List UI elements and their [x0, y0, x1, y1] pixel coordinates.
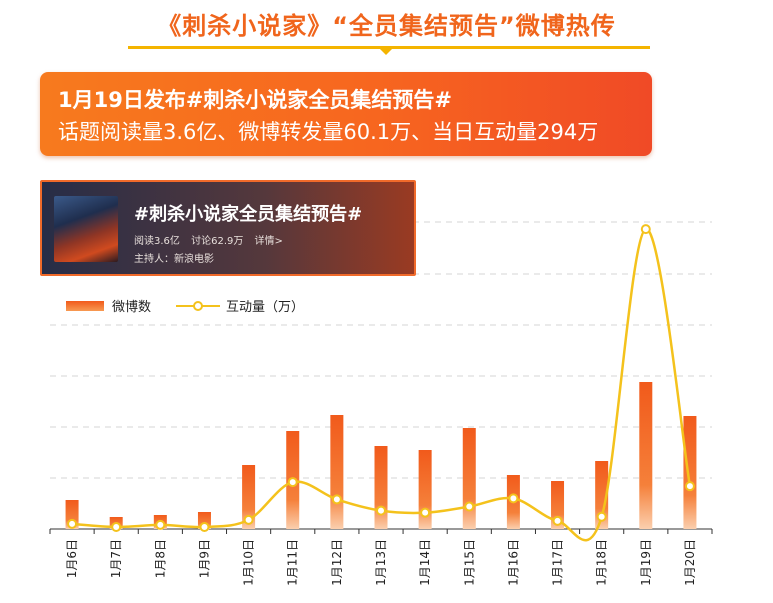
topic-title[interactable]: #刺杀小说家全员集结预告# [134, 204, 363, 225]
line-point-2 [155, 519, 166, 530]
line-point-3 [199, 521, 210, 532]
bar-4 [242, 465, 256, 529]
line-point-6 [331, 494, 342, 505]
title-underline [128, 46, 650, 49]
x-tick-label-10: 1月16日 [506, 539, 520, 586]
topic-stats: 阅读3.6亿 讨论62.9万 详情> [134, 232, 291, 247]
x-tick-label-11: 1月17日 [551, 539, 565, 586]
bar-6 [330, 415, 344, 529]
x-tick-label-12: 1月18日 [595, 539, 609, 586]
x-tick-label-9: 1月15日 [462, 539, 476, 586]
legend-line-swatch [176, 301, 220, 311]
page-title: 《刺杀小说家》“全员集结预告”微博热传 [157, 12, 616, 40]
x-tick-label-6: 1月12日 [330, 539, 344, 586]
line-point-8 [420, 507, 431, 518]
x-tick-label-1: 1月7日 [109, 539, 123, 578]
banner-line-1: 1月19日发布#刺杀小说家全员集结预告# [58, 88, 453, 112]
line-point-4 [243, 514, 254, 525]
topic-host: 主持人：新浪电影 [134, 254, 214, 265]
legend-bar-swatch [66, 301, 104, 311]
bar-7 [374, 446, 388, 529]
x-tick-label-14: 1月20日 [683, 539, 697, 586]
line-point-14 [684, 481, 695, 492]
topic-card[interactable]: #刺杀小说家全员集结预告# 阅读3.6亿 讨论62.9万 详情> 主持人：新浪电… [40, 180, 416, 276]
topic-detail-link[interactable]: 详情> [254, 236, 283, 247]
bar-13 [639, 382, 653, 529]
movie-poster-image [54, 196, 118, 262]
x-tick-label-8: 1月14日 [418, 539, 432, 586]
bar-9 [462, 428, 476, 529]
x-tick-label-13: 1月19日 [639, 539, 653, 586]
line-point-9 [464, 501, 475, 512]
line-point-0 [67, 518, 78, 529]
line-point-1 [111, 521, 122, 532]
x-tick-label-2: 1月8日 [153, 539, 167, 578]
line-point-11 [552, 515, 563, 526]
bar-14 [683, 416, 697, 529]
line-point-10 [508, 493, 519, 504]
bar-11 [551, 481, 565, 529]
line-point-5 [287, 477, 298, 488]
summary-banner: 1月19日发布#刺杀小说家全员集结预告# 话题阅读量3.6亿、微博转发量60.1… [40, 72, 652, 156]
line-point-12 [596, 511, 607, 522]
banner-line-2: 话题阅读量3.6亿、微博转发量60.1万、当日互动量294万 [58, 120, 599, 144]
topic-discuss: 讨论62.9万 [191, 236, 244, 247]
x-tick-label-4: 1月10日 [242, 539, 256, 586]
x-tick-label-7: 1月13日 [374, 539, 388, 586]
legend-bar-label: 微博数 [112, 300, 152, 315]
line-point-7 [376, 505, 386, 516]
x-tick-label-0: 1月6日 [65, 539, 79, 578]
line-point-13 [640, 224, 651, 235]
legend-line-label: 互动量（万） [226, 300, 305, 315]
x-tick-label-3: 1月9日 [197, 539, 211, 578]
title-underline-pointer [380, 49, 392, 55]
topic-reads: 阅读3.6亿 [134, 236, 180, 247]
bar-12 [595, 461, 609, 529]
x-tick-label-5: 1月11日 [286, 539, 300, 586]
